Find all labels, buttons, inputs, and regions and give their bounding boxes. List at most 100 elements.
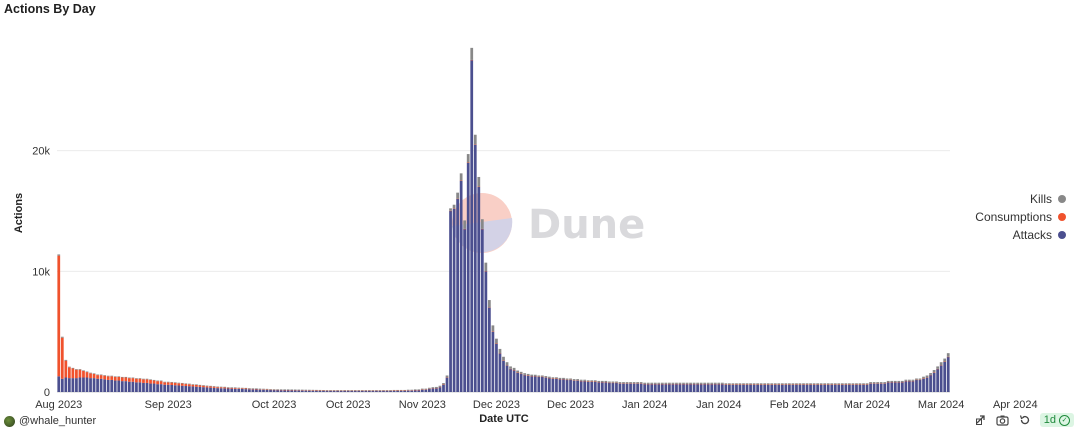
bar-kills[interactable]	[255, 388, 258, 389]
bar-kills[interactable]	[890, 380, 894, 383]
bar-kills[interactable]	[180, 382, 184, 384]
bar-attacks[interactable]	[473, 144, 477, 392]
bar-attacks[interactable]	[322, 390, 325, 392]
bar-attacks[interactable]	[929, 375, 932, 392]
bar-consumptions[interactable]	[138, 378, 142, 383]
bar-kills[interactable]	[491, 325, 495, 332]
bar-attacks[interactable]	[689, 384, 692, 392]
bar-attacks[interactable]	[706, 384, 710, 392]
bar-attacks[interactable]	[840, 384, 844, 392]
bar-attacks[interactable]	[548, 378, 551, 392]
bar-attacks[interactable]	[293, 390, 297, 392]
bar-kills[interactable]	[283, 389, 287, 390]
bar-kills[interactable]	[946, 353, 950, 357]
bar-attacks[interactable]	[519, 373, 523, 392]
bar-kills[interactable]	[590, 380, 594, 382]
bar-kills[interactable]	[915, 378, 918, 380]
bar-attacks[interactable]	[833, 384, 837, 392]
bar-kills[interactable]	[918, 378, 922, 380]
bar-consumptions[interactable]	[78, 369, 82, 378]
bar-consumptions[interactable]	[149, 379, 152, 384]
bar-kills[interactable]	[939, 362, 943, 366]
bar-attacks[interactable]	[530, 376, 534, 392]
bar-kills[interactable]	[724, 383, 728, 385]
bar-kills[interactable]	[385, 390, 389, 391]
bar-kills[interactable]	[632, 382, 636, 384]
bar-kills[interactable]	[795, 383, 798, 385]
bar-kills[interactable]	[438, 385, 442, 387]
bar-attacks[interactable]	[67, 378, 71, 392]
bar-kills[interactable]	[459, 173, 463, 181]
bar-kills[interactable]	[696, 382, 699, 384]
bar-kills[interactable]	[149, 379, 152, 380]
bar-attacks[interactable]	[389, 390, 392, 392]
bar-consumptions[interactable]	[75, 369, 78, 379]
bar-kills[interactable]	[869, 382, 872, 384]
bar-attacks[interactable]	[657, 384, 661, 392]
bar-attacks[interactable]	[498, 353, 502, 392]
bar-kills[interactable]	[639, 382, 643, 384]
bar-kills[interactable]	[600, 380, 604, 383]
bar-kills[interactable]	[488, 300, 491, 308]
legend-item-attacks[interactable]: Attacks	[975, 226, 1066, 244]
bar-attacks[interactable]	[502, 360, 505, 392]
bar-kills[interactable]	[456, 192, 459, 199]
bar-kills[interactable]	[318, 389, 322, 391]
bar-attacks[interactable]	[191, 386, 195, 392]
bar-consumptions[interactable]	[198, 385, 202, 387]
bar-kills[interactable]	[943, 358, 947, 362]
bar-attacks[interactable]	[869, 383, 872, 392]
bar-kills[interactable]	[579, 379, 583, 381]
bar-attacks[interactable]	[396, 390, 399, 392]
bar-attacks[interactable]	[713, 384, 717, 392]
bar-attacks[interactable]	[212, 387, 216, 392]
bar-kills[interactable]	[382, 390, 385, 391]
bar-attacks[interactable]	[399, 390, 403, 392]
bar-attacks[interactable]	[166, 384, 170, 392]
bar-kills[interactable]	[60, 336, 64, 338]
bar-kills[interactable]	[272, 389, 276, 390]
bar-kills[interactable]	[777, 383, 781, 385]
bar-attacks[interactable]	[798, 384, 802, 392]
bar-attacks[interactable]	[495, 343, 498, 392]
bar-kills[interactable]	[406, 389, 410, 391]
bar-kills[interactable]	[826, 383, 830, 385]
bar-attacks[interactable]	[135, 382, 138, 392]
bar-kills[interactable]	[756, 383, 760, 385]
bar-attacks[interactable]	[911, 381, 915, 392]
bar-attacks[interactable]	[152, 383, 156, 392]
bar-attacks[interactable]	[187, 386, 191, 392]
bar-kills[interactable]	[82, 370, 85, 371]
bar-attacks[interactable]	[286, 390, 290, 392]
bar-kills[interactable]	[237, 387, 241, 389]
bar-kills[interactable]	[636, 382, 639, 384]
bar-kills[interactable]	[519, 371, 523, 374]
bar-attacks[interactable]	[830, 384, 834, 392]
bar-attacks[interactable]	[756, 384, 760, 392]
bar-attacks[interactable]	[893, 382, 897, 392]
bar-attacks[interactable]	[173, 385, 177, 392]
bar-attacks[interactable]	[812, 384, 816, 392]
bar-kills[interactable]	[773, 383, 777, 385]
bar-consumptions[interactable]	[57, 255, 61, 377]
bar-kills[interactable]	[226, 387, 230, 388]
bar-attacks[interactable]	[223, 388, 227, 392]
bar-attacks[interactable]	[791, 384, 795, 392]
bar-kills[interactable]	[819, 383, 823, 385]
bar-attacks[interactable]	[632, 383, 636, 392]
bar-attacks[interactable]	[565, 379, 569, 392]
bar-consumptions[interactable]	[219, 387, 223, 389]
bar-attacks[interactable]	[343, 390, 347, 392]
bar-kills[interactable]	[195, 384, 198, 385]
bar-attacks[interactable]	[816, 384, 820, 392]
bar-consumptions[interactable]	[124, 377, 128, 382]
bar-attacks[interactable]	[339, 390, 343, 392]
bar-attacks[interactable]	[918, 379, 922, 392]
bar-kills[interactable]	[929, 373, 932, 375]
bar-kills[interactable]	[96, 374, 99, 376]
bar-attacks[interactable]	[819, 384, 823, 392]
bar-consumptions[interactable]	[145, 379, 149, 383]
bar-attacks[interactable]	[886, 382, 890, 392]
bar-kills[interactable]	[770, 383, 774, 385]
bar-kills[interactable]	[163, 381, 167, 383]
